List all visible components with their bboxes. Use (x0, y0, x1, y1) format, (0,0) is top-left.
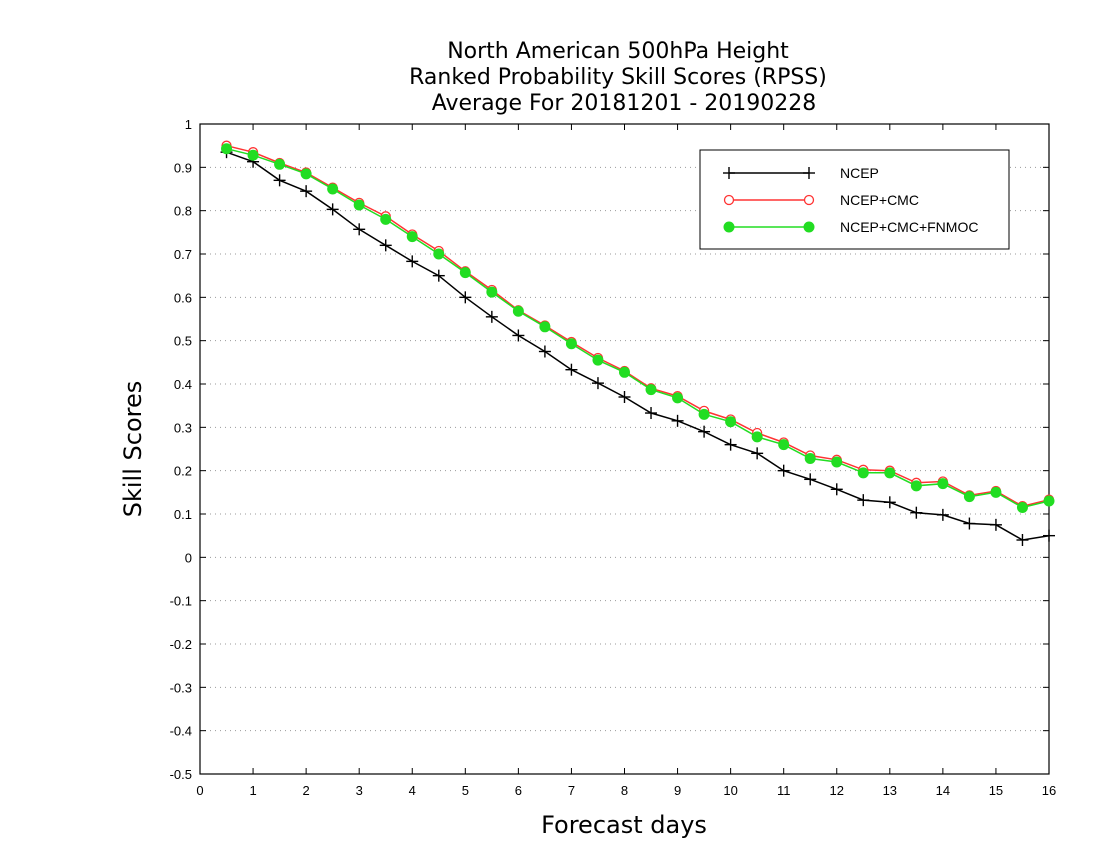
data-point-marker (592, 354, 604, 366)
y-axis-title: Skill Scores (119, 381, 147, 518)
data-point-marker (221, 143, 233, 155)
data-point-marker (698, 408, 710, 420)
data-point-marker (778, 439, 790, 451)
x-tick-label: 10 (723, 783, 737, 798)
title-line-2: Ranked Probability Skill Scores (RPSS) (409, 65, 827, 90)
data-point-marker (803, 221, 815, 233)
y-tick-label: -0.2 (170, 637, 192, 652)
x-tick-label: 0 (196, 783, 203, 798)
data-point-marker (353, 199, 365, 211)
data-point-marker (645, 384, 657, 396)
x-tick-label: 9 (674, 783, 681, 798)
series-ncep (220, 146, 1055, 546)
data-point-marker (459, 267, 471, 279)
y-tick-label: -0.3 (170, 680, 192, 695)
data-point-marker (804, 453, 816, 465)
x-tick-label: 1 (249, 783, 256, 798)
x-tick-label: 16 (1042, 783, 1056, 798)
x-tick-label: 14 (936, 783, 950, 798)
y-tick-label: 0.3 (174, 420, 192, 435)
data-point-marker (937, 478, 949, 490)
data-point-marker (247, 149, 259, 161)
y-tick-label: 0.2 (174, 464, 192, 479)
gridlines (200, 166, 1049, 732)
data-point-marker (672, 392, 684, 404)
axis-ticks: -0.5 -0.4 -0.3 -0.2 -0.1 0 0.1 0.2 0.3 0.4 0.5 0.6 0… (170, 117, 1057, 798)
data-point-marker (433, 248, 445, 260)
y-tick-label: -0.4 (170, 724, 192, 739)
series-layer (220, 140, 1055, 546)
data-point-marker (990, 486, 1002, 498)
data-point-marker (857, 467, 869, 479)
chart-title: North American 500hPa Height Ranked Prob… (409, 39, 827, 116)
x-tick-label: 2 (303, 783, 310, 798)
legend-item: NCEP (723, 165, 879, 181)
x-tick-label: 8 (621, 783, 628, 798)
x-tick-label: 15 (989, 783, 1003, 798)
x-tick-label: 6 (515, 783, 522, 798)
data-point-marker (619, 366, 630, 378)
title-line-1: North American 500hPa Height (447, 39, 789, 64)
data-point-marker (910, 480, 922, 492)
x-tick-label: 13 (883, 783, 897, 798)
y-tick-label: 0 (185, 550, 192, 565)
data-point-marker (406, 231, 418, 243)
y-tick-label: 0.4 (174, 377, 192, 392)
y-tick-label: 0.8 (174, 204, 192, 219)
y-tick-label: 0.5 (174, 334, 192, 349)
data-point-marker (274, 158, 286, 170)
x-tick-label: 5 (462, 783, 469, 798)
x-tick-label: 11 (777, 783, 791, 798)
y-tick-label: -0.1 (170, 594, 192, 609)
legend-label: NCEP+CMC (840, 192, 919, 208)
y-tick-label: -0.5 (170, 767, 192, 782)
legend-label: NCEP+CMC+FNMOC (840, 219, 978, 235)
x-tick-label: 4 (409, 783, 416, 798)
legend-item: NCEP+CMC (723, 192, 919, 208)
y-tick-label: 0.7 (174, 247, 192, 262)
data-point-marker (831, 456, 843, 468)
data-point-marker (963, 491, 975, 503)
data-point-marker (380, 213, 392, 225)
y-tick-label: 0.1 (174, 507, 192, 522)
data-point-marker (1043, 495, 1055, 507)
data-point-marker (723, 194, 735, 206)
y-tick-label: 0.9 (174, 160, 192, 175)
data-point-marker (725, 416, 737, 428)
x-tick-label: 7 (568, 783, 575, 798)
data-point-marker (327, 183, 339, 195)
series-line (226, 151, 1050, 541)
data-point-marker (884, 467, 896, 479)
legend-label: NCEP (840, 165, 879, 181)
title-line-3: Average For 20181201 - 20190228 (432, 91, 817, 116)
x-tick-label: 12 (830, 783, 844, 798)
legend: NCEP NCEP+CMC NCEP+CMC+FNMOC (699, 149, 1010, 250)
x-axis-title: Forecast days (541, 811, 707, 839)
data-point-marker (565, 338, 577, 350)
series-ncep-cmc-fnmoc (221, 143, 1055, 513)
data-point-marker (300, 168, 312, 180)
y-tick-label: 1 (185, 117, 192, 132)
data-point-marker (723, 221, 735, 233)
data-point-marker (512, 305, 524, 317)
data-point-marker (486, 286, 498, 298)
data-point-marker (1016, 502, 1028, 513)
data-point-marker (751, 431, 763, 443)
y-tick-label: 0.6 (174, 290, 192, 305)
legend-item: NCEP+CMC+FNMOC (723, 219, 978, 235)
data-point-marker (803, 194, 815, 206)
x-tick-label: 3 (356, 783, 363, 798)
data-point-marker (539, 321, 551, 333)
